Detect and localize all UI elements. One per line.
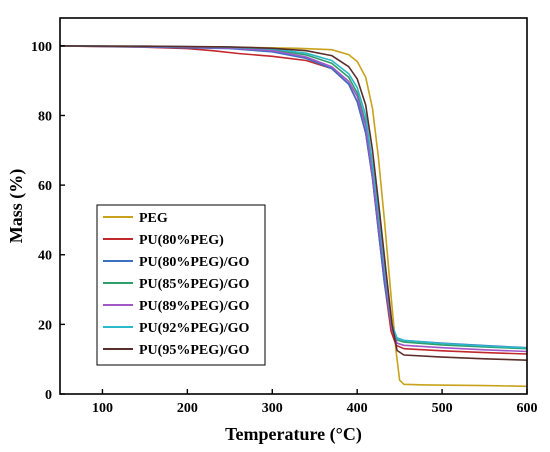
legend-label: PU(95%PEG)/GO xyxy=(139,343,250,358)
x-tick-label: 300 xyxy=(262,401,283,416)
y-tick-label: 80 xyxy=(38,109,52,124)
legend-label: PEG xyxy=(139,211,168,226)
x-axis-title: Temperature (°C) xyxy=(225,424,362,445)
y-tick-label: 60 xyxy=(38,179,52,194)
series-line-5 xyxy=(59,45,528,353)
plot-frame xyxy=(59,17,528,395)
legend: PEG PU(80%PEG) PU(80%PEG)/GO PU(85%PEG)/GO P… xyxy=(96,204,266,366)
legend-label: PU(92%PEG)/GO xyxy=(139,321,250,336)
legend-label: PU(80%PEG) xyxy=(139,233,224,248)
y-tick-label: 20 xyxy=(38,318,52,333)
series-line-7 xyxy=(59,45,528,361)
y-axis-title: Mass (%) xyxy=(6,169,27,244)
legend-box xyxy=(96,204,266,366)
series-line-1 xyxy=(59,45,528,388)
y-tick-label: 0 xyxy=(45,388,52,403)
series-layer xyxy=(59,45,528,388)
ticks-layer: 100 200 300 400 500 600 0 20 40 60 80 100 xyxy=(31,40,538,416)
y-tick-label: 40 xyxy=(38,249,52,264)
legend-label: PU(89%PEG)/GO xyxy=(139,299,250,314)
legend-label: PU(80%PEG)/GO xyxy=(139,255,250,270)
x-tick-label: 400 xyxy=(347,401,368,416)
y-tick-label: 100 xyxy=(31,40,52,55)
x-tick-label: 200 xyxy=(177,401,198,416)
legend-label: PU(85%PEG)/GO xyxy=(139,277,250,292)
x-tick-label: 600 xyxy=(517,401,538,416)
x-tick-label: 100 xyxy=(92,401,113,416)
x-tick-label: 500 xyxy=(432,401,453,416)
